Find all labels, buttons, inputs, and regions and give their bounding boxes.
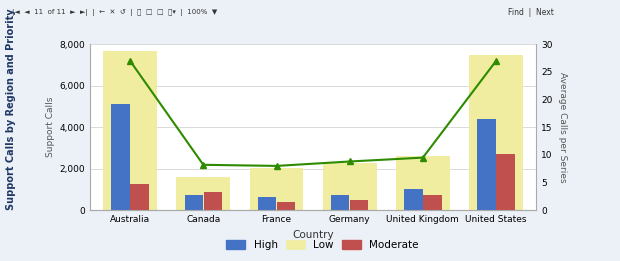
Legend: High, Low, Moderate: High, Low, Moderate	[223, 236, 422, 254]
Y-axis label: Average Calls per Series: Average Calls per Series	[557, 72, 567, 182]
X-axis label: Country: Country	[292, 229, 334, 240]
Y-axis label: Support Calls: Support Calls	[46, 97, 55, 157]
Bar	[250, 168, 303, 210]
Bar	[331, 194, 350, 210]
Bar	[477, 119, 496, 210]
Bar	[277, 202, 295, 210]
Bar	[469, 55, 523, 210]
Text: Find  |  Next: Find | Next	[508, 8, 554, 17]
Text: |◄  ◄  11  of 11  ►  ►|  |  ←  ✕  ↺  |  🖨  □  □  💾▾  |  100%  ▼: |◄ ◄ 11 of 11 ► ►| | ← ✕ ↺ | 🖨 □ □ 💾▾ | …	[12, 9, 218, 16]
Bar	[185, 194, 203, 210]
Bar	[496, 154, 515, 210]
Text: Support Calls by Region and Priority: Support Calls by Region and Priority	[6, 9, 16, 210]
Bar	[404, 189, 423, 210]
Bar	[130, 184, 149, 210]
Bar	[396, 156, 450, 210]
Bar	[203, 193, 222, 210]
Bar	[350, 200, 368, 210]
Bar	[112, 104, 130, 210]
Bar	[323, 163, 376, 210]
Bar	[104, 51, 157, 210]
Bar	[423, 194, 441, 210]
Bar	[177, 177, 230, 210]
Bar	[258, 197, 277, 210]
